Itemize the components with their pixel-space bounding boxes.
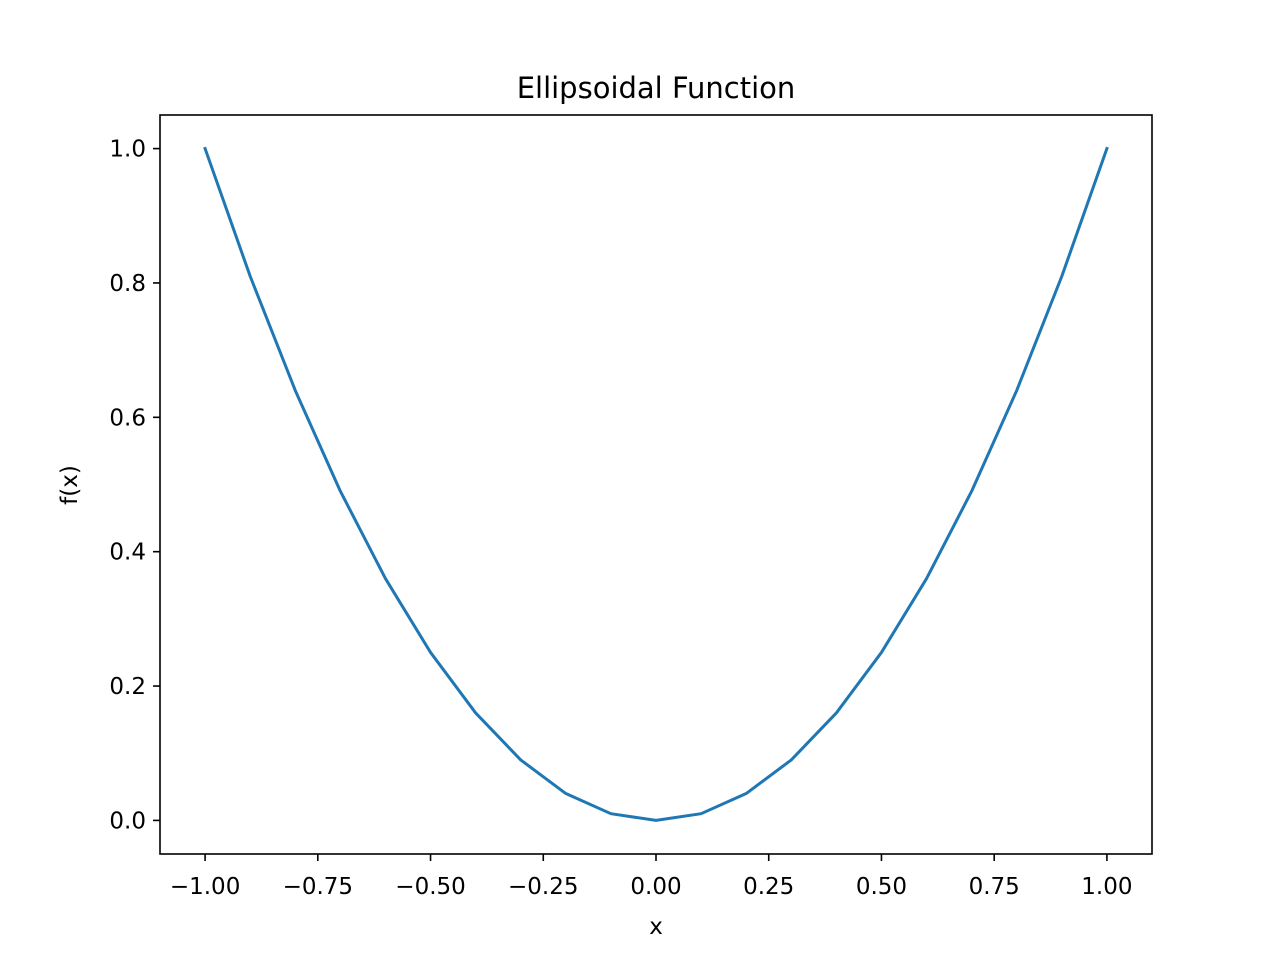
series-line-0 (203, 146, 1109, 822)
y-tick-label: 0.8 (109, 271, 146, 297)
y-axis-label: f(x) (57, 465, 83, 505)
x-axis-label: x (649, 914, 663, 940)
x-tick-label: −0.25 (508, 874, 578, 900)
y-axis-ticks: 0.0 0.2 0.4 0.6 0.8 1.0 (109, 137, 160, 834)
y-tick-label: 0.0 (109, 808, 146, 834)
x-tick-label: 0.25 (743, 874, 794, 900)
y-tick-label: 0.4 (109, 540, 146, 566)
y-tick-label: 0.6 (109, 405, 146, 431)
x-tick-label: −0.50 (395, 874, 465, 900)
y-tick-label: 0.2 (109, 674, 146, 700)
x-axis-ticks: −1.00 −0.75 −0.50 −0.25 0.00 0.25 0.50 0.75 1.00 (170, 854, 1133, 900)
x-tick-label: −1.00 (170, 874, 240, 900)
x-tick-label: 0.00 (630, 874, 681, 900)
x-tick-label: −0.75 (283, 874, 353, 900)
chart-title: Ellipsoidal Function (517, 71, 796, 105)
x-tick-label: 0.75 (969, 874, 1020, 900)
x-tick-label: 1.00 (1081, 874, 1132, 900)
series-layer (203, 146, 1109, 822)
x-tick-label: 0.50 (856, 874, 907, 900)
y-tick-label: 1.0 (109, 137, 146, 163)
